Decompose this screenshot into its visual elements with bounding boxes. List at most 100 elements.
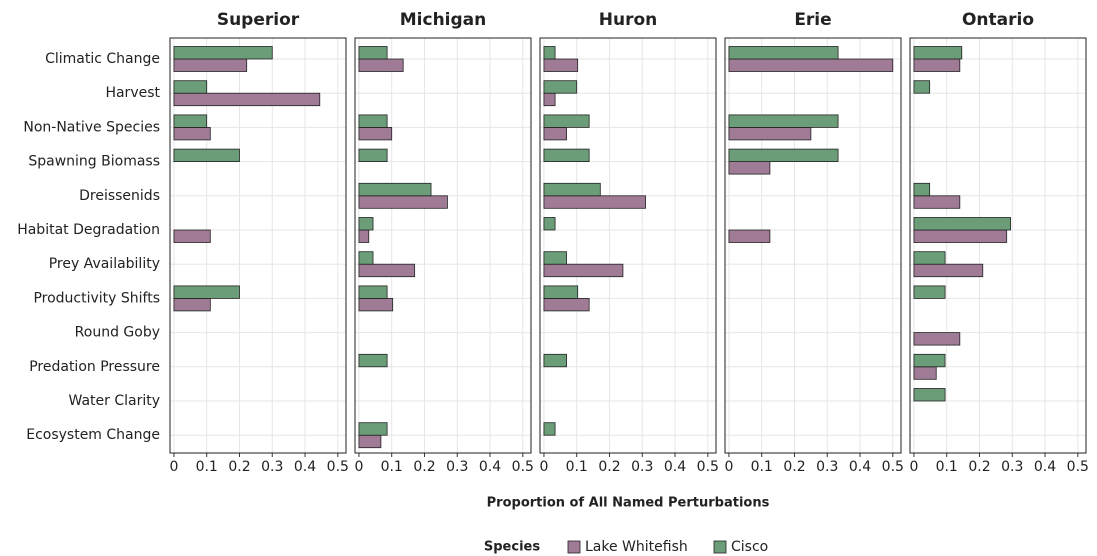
x-tick-label: 0.4 [1034,459,1056,475]
bar [913,366,937,380]
bar [173,114,208,128]
x-tick-label: 0.5 [327,459,349,475]
bar [728,229,771,243]
bar [913,182,931,197]
x-tick-label: 0.2 [598,459,620,475]
x-tick-label: 0.1 [566,459,588,475]
bar [173,58,248,72]
x-tick-label: 0.1 [196,459,218,475]
panel-frame [354,37,532,454]
legend-swatch [713,540,727,554]
bar [543,182,601,197]
panel-frame [169,37,347,454]
bar [543,58,579,72]
panel-frame [539,37,717,454]
x-tick-label: 0 [724,459,733,475]
x-tick-label: 0.3 [446,459,468,475]
category-label: Harvest [105,85,160,101]
panel-frame [909,37,1087,454]
bar [728,161,771,175]
bar [728,46,839,60]
panel-frame [724,37,902,454]
legend-label: Lake Whitefish [585,539,688,555]
bar [543,422,556,436]
legend-label: Cisco [731,539,768,555]
x-tick-label: 0.1 [936,459,958,475]
category-label: Climatic Change [45,51,160,67]
bar [543,127,567,141]
bar [913,285,946,299]
x-tick-label: 0.4 [479,459,501,475]
bar [543,114,590,128]
bar [913,58,961,72]
bar [543,80,578,94]
bar [728,148,839,163]
legend-swatch [567,540,581,554]
bar [358,148,388,163]
bar [913,332,961,346]
bar [543,195,646,209]
bar [358,114,388,128]
x-tick-label: 0.3 [261,459,283,475]
bar [358,195,448,209]
x-tick-label: 0 [169,459,178,475]
bar [358,285,388,299]
category-label: Spawning Biomass [28,154,160,170]
x-tick-label: 0.1 [751,459,773,475]
bar [543,46,556,60]
category-label: Dreissenids [79,188,160,204]
bar [543,297,590,312]
panel-title: Ontario [962,10,1034,30]
bar [913,388,946,402]
category-label: Habitat Degradation [17,222,160,238]
bar [728,127,812,141]
panel-title: Michigan [400,10,487,30]
bar [913,251,946,265]
bar [173,297,211,312]
bar [728,114,839,128]
bar [358,58,404,72]
bar [173,127,211,141]
bar [913,195,961,209]
bar [173,92,321,107]
x-tick-label: 0 [354,459,363,475]
bar [728,58,894,72]
category-label: Water Clarity [69,393,161,409]
x-tick-label: 0.4 [664,459,686,475]
bar [358,46,388,60]
x-tick-label: 0.4 [849,459,871,475]
x-tick-label: 0.3 [1001,459,1023,475]
x-tick-label: 0.5 [512,459,534,475]
x-tick-label: 0.5 [697,459,719,475]
bar [913,46,963,60]
category-label: Ecosystem Change [26,427,160,443]
x-tick-label: 0.3 [816,459,838,475]
bar [913,353,946,368]
x-tick-label: 0.2 [413,459,435,475]
x-tick-label: 0.5 [1067,459,1089,475]
bar [543,353,567,368]
bar [173,229,211,243]
bar [543,92,556,107]
panel-title: Superior [217,10,300,30]
x-tick-label: 0.2 [968,459,990,475]
bar [913,263,984,278]
x-tick-label: 0.2 [783,459,805,475]
bar [173,80,208,94]
bar [913,80,931,94]
bar [913,217,1012,231]
category-label: Non-Native Species [23,119,160,135]
bar [543,285,579,299]
category-label: Productivity Shifts [33,290,160,306]
category-label: Round Goby [75,325,160,341]
bar [358,251,374,265]
category-label: Prey Availability [49,256,160,272]
bar [358,434,382,449]
x-tick-label: 0.3 [631,459,653,475]
x-tick-label: 0.1 [381,459,403,475]
bar [173,148,240,163]
x-tick-label: 0.4 [294,459,316,475]
x-axis-label: Proportion of All Named Perturbations [487,496,770,511]
bar [358,127,393,141]
